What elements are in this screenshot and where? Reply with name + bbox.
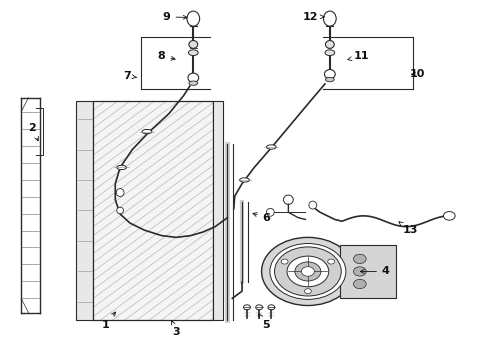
Bar xyxy=(76,101,93,320)
Ellipse shape xyxy=(239,178,249,182)
Circle shape xyxy=(327,259,334,264)
Ellipse shape xyxy=(142,130,152,134)
Ellipse shape xyxy=(325,77,333,82)
Circle shape xyxy=(269,243,345,300)
Text: 6: 6 xyxy=(252,213,270,222)
Circle shape xyxy=(243,305,250,310)
Text: 1: 1 xyxy=(102,312,115,330)
Ellipse shape xyxy=(186,11,199,26)
Circle shape xyxy=(261,237,353,306)
Ellipse shape xyxy=(188,41,197,48)
Circle shape xyxy=(274,247,341,296)
Ellipse shape xyxy=(117,207,123,214)
Ellipse shape xyxy=(323,11,335,26)
Bar xyxy=(212,101,222,320)
Circle shape xyxy=(286,256,328,287)
Circle shape xyxy=(281,259,287,264)
Bar xyxy=(93,101,212,320)
Text: 2: 2 xyxy=(28,123,38,141)
Circle shape xyxy=(304,289,311,294)
Ellipse shape xyxy=(187,73,198,82)
Circle shape xyxy=(301,267,314,276)
Ellipse shape xyxy=(188,81,197,85)
Text: 5: 5 xyxy=(258,314,270,330)
Ellipse shape xyxy=(325,41,333,48)
Ellipse shape xyxy=(266,208,274,216)
Text: 10: 10 xyxy=(409,69,425,79)
Ellipse shape xyxy=(283,195,293,204)
Ellipse shape xyxy=(266,145,276,149)
Text: 4: 4 xyxy=(360,266,389,276)
Text: 9: 9 xyxy=(162,12,187,22)
Circle shape xyxy=(267,305,274,310)
Text: 13: 13 xyxy=(398,222,417,235)
Circle shape xyxy=(443,212,454,220)
Text: 12: 12 xyxy=(302,12,324,22)
Circle shape xyxy=(294,262,320,281)
Ellipse shape xyxy=(116,189,124,197)
Text: 8: 8 xyxy=(158,51,175,61)
Text: 3: 3 xyxy=(171,321,180,337)
Circle shape xyxy=(353,267,366,276)
Ellipse shape xyxy=(117,165,126,170)
Bar xyxy=(340,244,396,298)
Ellipse shape xyxy=(188,50,198,55)
Ellipse shape xyxy=(324,69,334,79)
Circle shape xyxy=(353,254,366,264)
Text: 7: 7 xyxy=(123,71,137,81)
Circle shape xyxy=(353,279,366,289)
Text: 11: 11 xyxy=(347,51,368,61)
Circle shape xyxy=(255,305,262,310)
Ellipse shape xyxy=(308,201,316,209)
Ellipse shape xyxy=(325,50,334,55)
